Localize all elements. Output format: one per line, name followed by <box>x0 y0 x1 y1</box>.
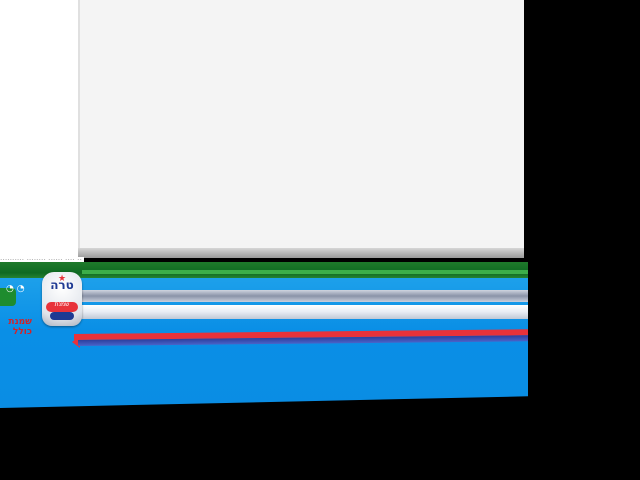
green-highlight-stripe <box>82 270 528 274</box>
product-logo: טרה <box>50 278 74 292</box>
promo-headline: שמנת כולל <box>0 317 32 337</box>
product-label: שמנת <box>54 301 70 308</box>
tag-dots-icon: ◔ ◔ <box>6 284 25 294</box>
paper-bottom-edge <box>78 248 524 258</box>
promo-headline-line1: שמנת <box>8 317 32 327</box>
blank-paper-area <box>78 0 524 256</box>
promo-headline-line2: כולל <box>12 327 32 337</box>
product-container-image: ★ טרה שמנת <box>42 272 82 326</box>
grey-metallic-stripe <box>80 290 528 302</box>
green-tag <box>0 288 16 306</box>
red-arrow-icon <box>72 336 80 348</box>
product-red-band <box>46 302 78 312</box>
white-margin <box>0 0 80 262</box>
star-icon: ★ <box>58 274 67 284</box>
product-blue-band <box>50 312 74 320</box>
white-metallic-stripe <box>80 305 528 319</box>
